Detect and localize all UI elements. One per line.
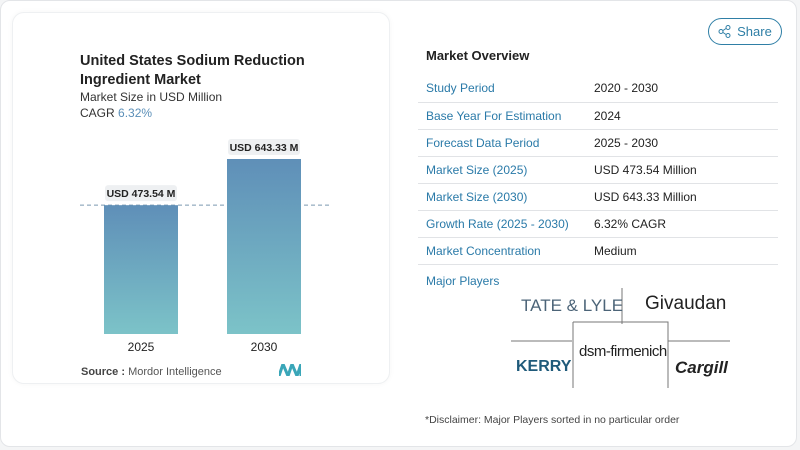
overview-row: Market Size (2025) USD 473.54 Million	[418, 156, 778, 184]
source-value: Mordor Intelligence	[128, 366, 222, 378]
share-icon	[718, 25, 731, 38]
player-logo-dsm-firmenich: dsm-firmenich	[579, 343, 667, 360]
overview-key: Market Size (2025)	[418, 156, 586, 184]
major-players-title: Major Players	[426, 274, 500, 288]
player-logo-givaudan: Givaudan	[645, 293, 727, 314]
overview-row: Growth Rate (2025 - 2030) 6.32% CAGR	[418, 210, 778, 238]
source-label: Source :	[81, 366, 126, 378]
bar-2030	[227, 159, 301, 334]
overview-row: Base Year For Estimation 2024	[418, 102, 778, 130]
player-logo-kerry: KERRY	[516, 358, 572, 375]
bar-chart: USD 473.54 M 2025 USD 643.33 M 2030	[80, 139, 330, 354]
overview-title: Market Overview	[426, 48, 530, 63]
disclaimer: *Disclaimer: Major Players sorted in no …	[425, 414, 680, 426]
overview-value: 6.32% CAGR	[586, 210, 778, 238]
x-tick-label: 2025	[128, 340, 155, 354]
overview-table: Study Period 2020 - 2030 Base Year For Est…	[418, 75, 778, 265]
player-logo-tate-lyle: TATE & LYLE	[521, 296, 624, 315]
overview-row: Forecast Data Period 2025 - 2030	[418, 129, 778, 157]
overview-key: Market Concentration	[418, 237, 586, 265]
overview-value: USD 473.54 Million	[586, 156, 778, 184]
chart-card	[12, 12, 390, 384]
overview-value: Medium	[586, 237, 778, 265]
x-tick-label: 2030	[251, 340, 278, 354]
cagr: CAGR 6.32%	[80, 106, 152, 120]
overview-value: 2024	[586, 102, 778, 130]
cagr-label: CAGR	[80, 106, 115, 120]
overview-key: Base Year For Estimation	[418, 102, 586, 130]
overview-value: 2025 - 2030	[586, 129, 778, 157]
player-logo-cargill: Cargill	[675, 358, 728, 377]
overview-value: 2020 - 2030	[586, 75, 778, 103]
overview-key: Growth Rate (2025 - 2030)	[418, 210, 586, 238]
overview-key: Market Size (2030)	[418, 183, 586, 211]
data-label: USD 473.54 M	[107, 188, 176, 200]
chart-subtitle: Market Size in USD Million	[80, 90, 223, 104]
overview-value: USD 643.33 Million	[586, 183, 778, 211]
overview-key: Study Period	[418, 75, 586, 103]
cagr-value: 6.32%	[118, 106, 153, 120]
source: Source : Mordor Intelligence	[81, 366, 222, 378]
share-label: Share	[737, 24, 772, 39]
player-grid-lines	[511, 288, 730, 388]
data-label: USD 643.33 M	[230, 142, 299, 154]
mordor-logo-icon	[279, 364, 301, 376]
share-button[interactable]: Share	[708, 18, 782, 45]
overview-key: Forecast Data Period	[418, 129, 586, 157]
data-label-bg	[105, 185, 177, 202]
data-label-bg	[228, 139, 300, 155]
chart-title: United States Sodium Reduction Ingredien…	[80, 53, 305, 88]
bar-2025	[104, 205, 178, 334]
overview-row: Study Period 2020 - 2030	[418, 75, 778, 103]
overview-row: Market Size (2030) USD 643.33 Million	[418, 183, 778, 211]
overview-row: Market Concentration Medium	[418, 237, 778, 265]
